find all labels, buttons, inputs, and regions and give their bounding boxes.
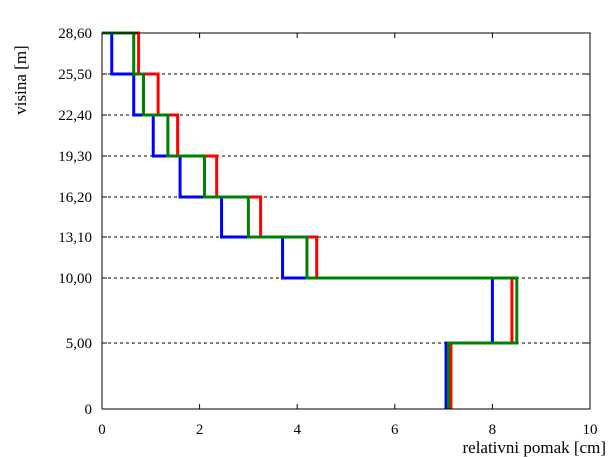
y-tick-label: 25,50 bbox=[58, 67, 92, 83]
series-line-1 bbox=[102, 31, 494, 409]
y-tick-label: 5,00 bbox=[66, 336, 92, 352]
x-tick-label: 10 bbox=[583, 422, 598, 438]
ticks: 0 2 4 6 8 10 0 5,00 10,00 13,10 16,20 19,30 22,40 25,… bbox=[58, 26, 597, 438]
y-tick-label: 16,20 bbox=[58, 190, 92, 206]
x-tick-label: 6 bbox=[391, 422, 399, 438]
x-tick-label: 4 bbox=[293, 422, 301, 438]
y-tick-label: 19,30 bbox=[58, 149, 92, 165]
series-group bbox=[102, 31, 519, 409]
y-tick-label: 28,60 bbox=[58, 26, 92, 42]
x-tick-label: 0 bbox=[98, 422, 106, 438]
y-tick-label: 13,10 bbox=[58, 230, 92, 246]
y-axis-title: visina [m] bbox=[11, 45, 30, 114]
series-line-2 bbox=[102, 31, 514, 409]
y-tick-label: 22,40 bbox=[58, 108, 92, 124]
series-line-3 bbox=[102, 31, 519, 409]
x-axis-title: relativni pomak [cm] bbox=[462, 438, 606, 457]
x-tick-label: 2 bbox=[196, 422, 204, 438]
plot-frame bbox=[101, 32, 591, 410]
y-tick-label: 10,00 bbox=[58, 271, 92, 287]
x-tick-label: 8 bbox=[489, 422, 497, 438]
y-tick-label: 0 bbox=[85, 402, 93, 418]
